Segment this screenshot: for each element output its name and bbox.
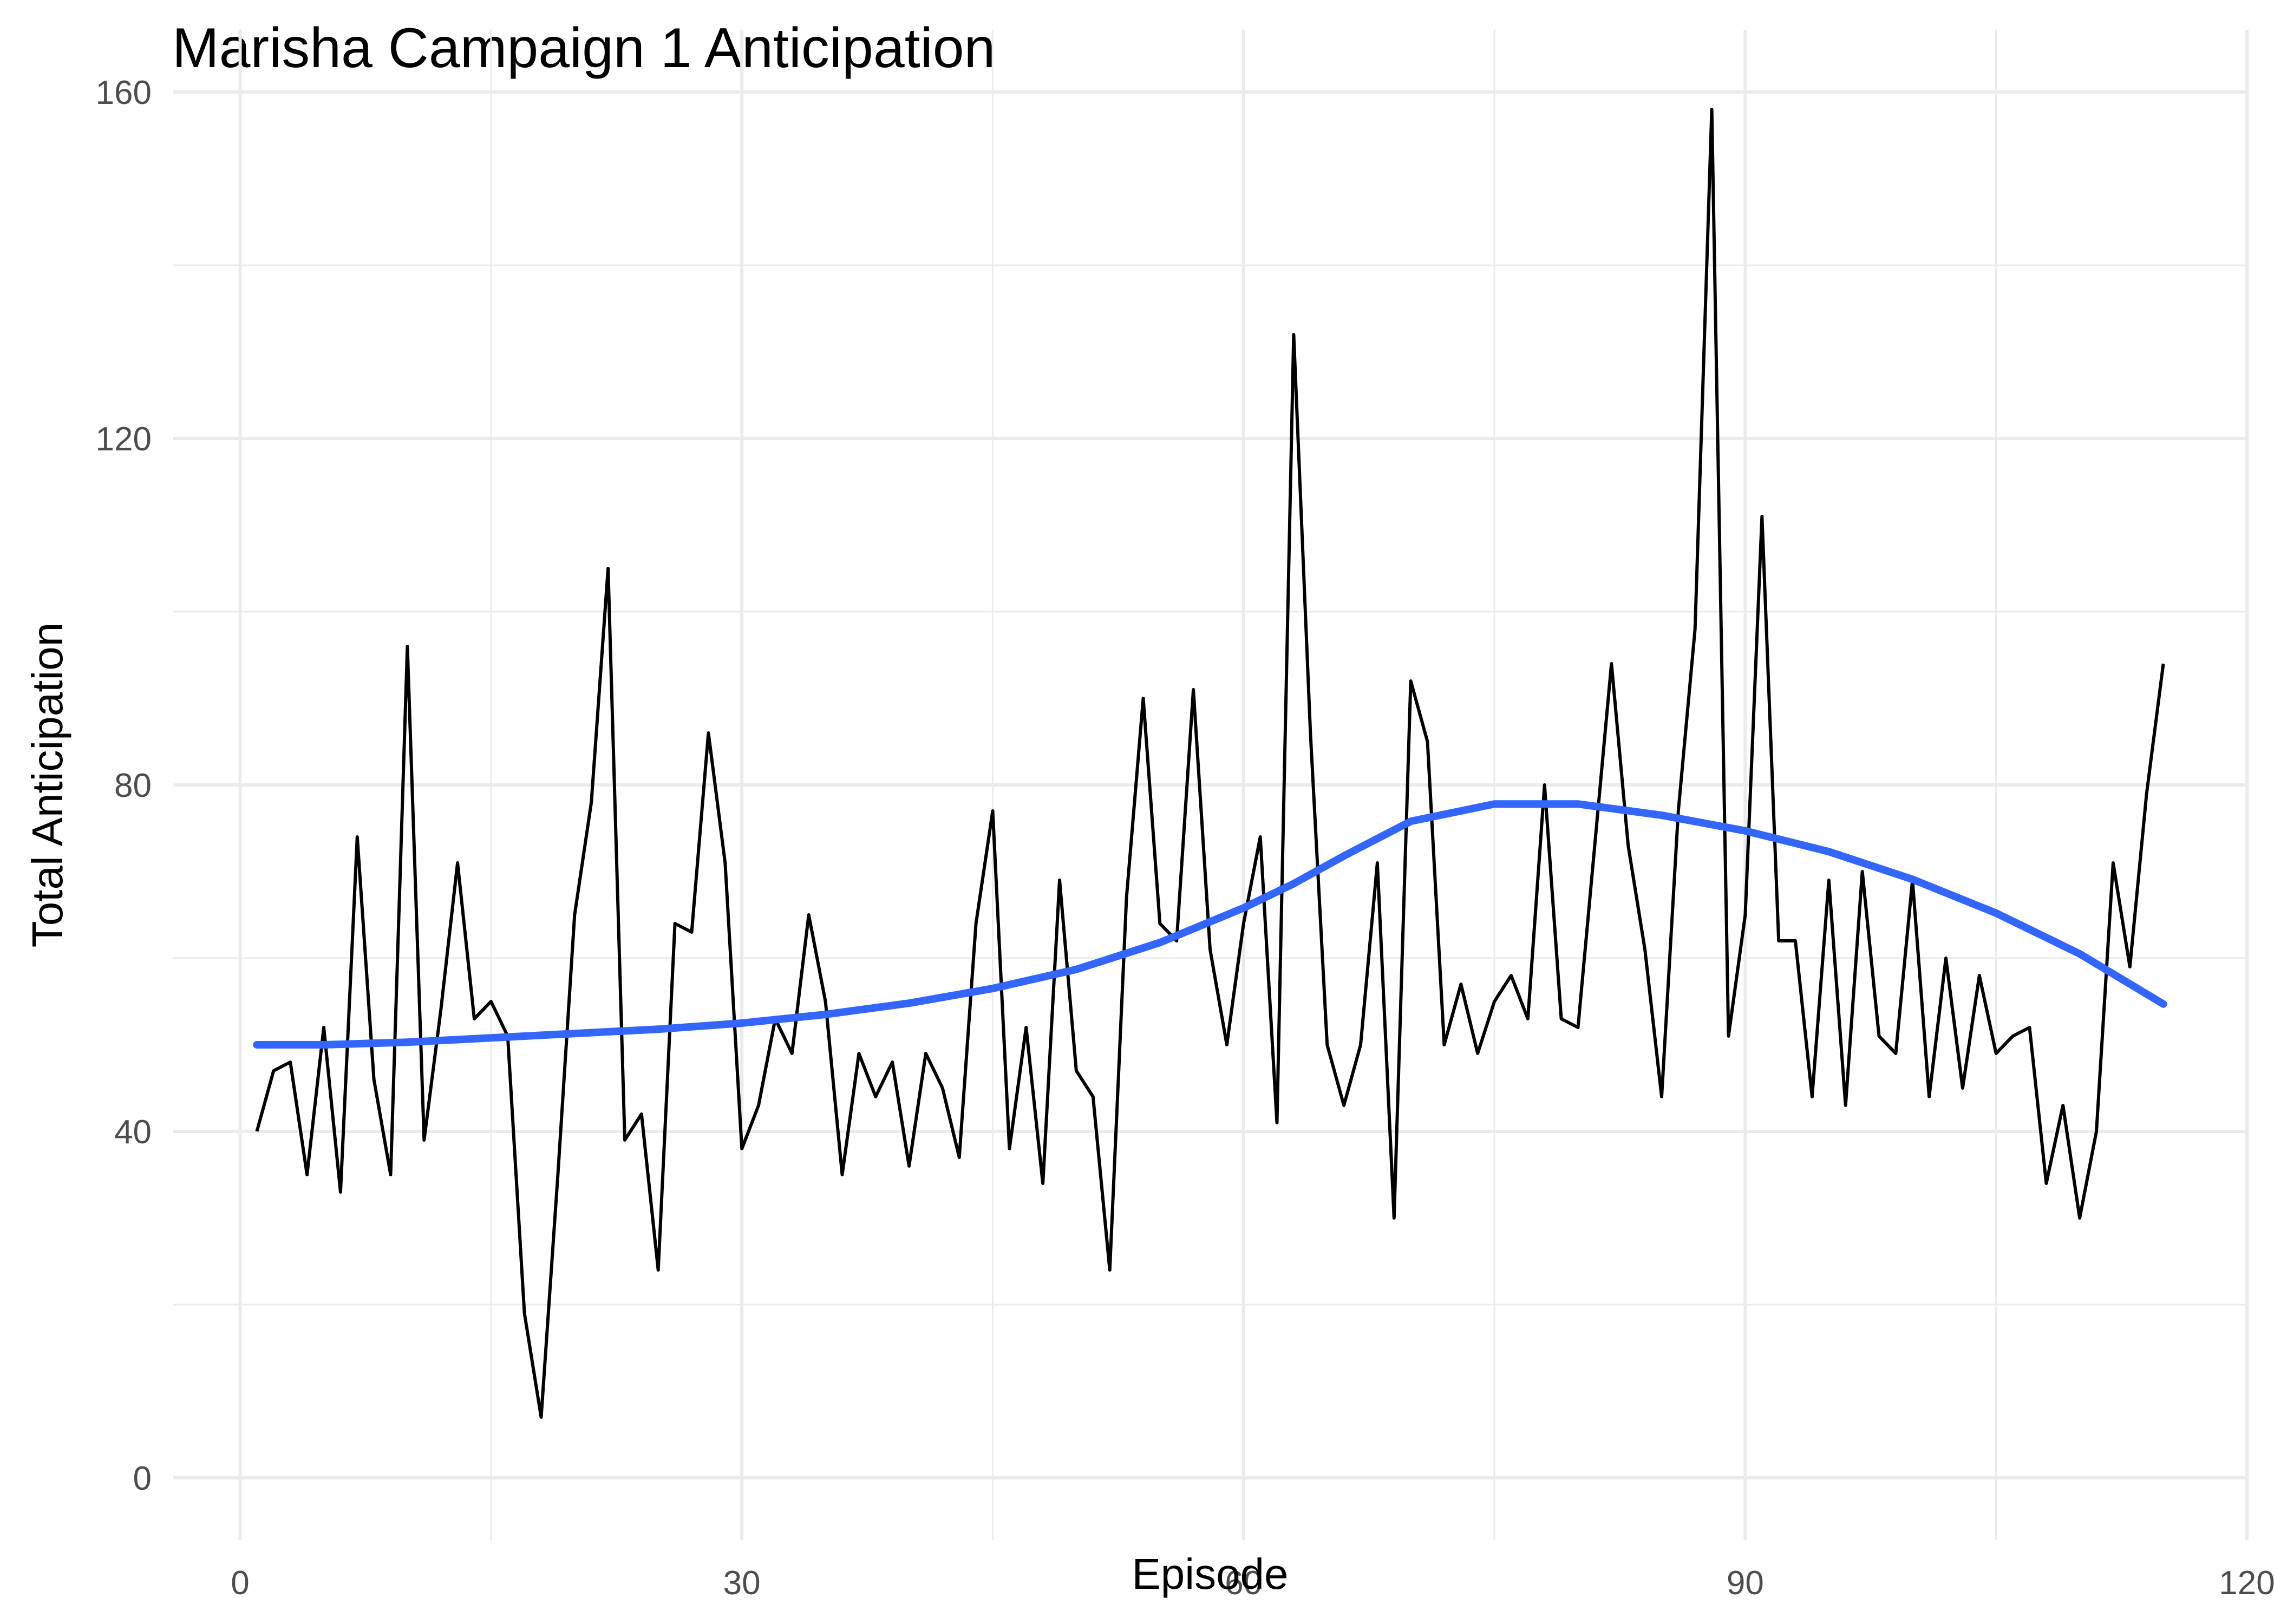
x-tick-label: 60: [1225, 1564, 1262, 1602]
y-tick-labels: 0 40 80 120 160: [96, 74, 152, 1497]
x-tick-label: 90: [1727, 1564, 1764, 1602]
y-tick-label: 120: [96, 421, 152, 458]
y-axis-title: Total Anticipation: [23, 623, 71, 947]
x-tick-label: 0: [231, 1564, 249, 1602]
x-tick-label: 30: [723, 1564, 761, 1602]
y-tick-label: 0: [133, 1460, 152, 1497]
y-tick-label: 160: [96, 74, 152, 112]
grid-major: [173, 29, 2249, 1541]
x-tick-label: 120: [2219, 1564, 2274, 1602]
x-tick-labels: 0 30 60 90 120: [231, 1564, 2274, 1602]
series-smooth: [253, 800, 2167, 1049]
series-raw-line: [255, 108, 2165, 1419]
x-axis-title: Episode: [1132, 1550, 1288, 1598]
chart-title: Marisha Campaign 1 Anticipation: [172, 17, 996, 80]
series-raw: [255, 108, 2165, 1419]
y-tick-label: 40: [114, 1114, 152, 1151]
y-tick-label: 80: [114, 767, 152, 804]
series-smooth-line: [253, 800, 2167, 1049]
